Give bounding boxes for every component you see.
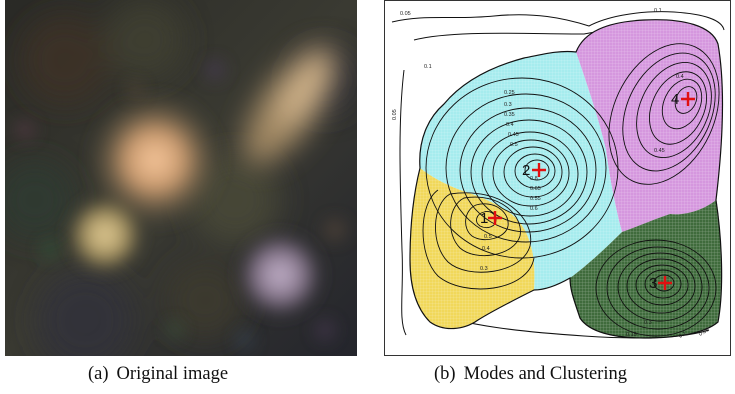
contour-label: 0.4 [676, 74, 684, 80]
contour-label: 0.65 [530, 186, 541, 192]
caption-a-text: Original image [117, 364, 228, 384]
mode-4-label: 4 [671, 91, 679, 108]
contour-label: 0.05 [400, 11, 411, 17]
contour-label: 0.8 [530, 176, 538, 182]
contour-label: 0.3 [480, 266, 488, 272]
contour-label: 0.45 [654, 148, 665, 154]
contour-label: 0.25 [504, 90, 515, 96]
mode-1-label: 1 [480, 210, 488, 227]
contour-label: 0.5 [484, 234, 492, 240]
modes-clustering-panel: 0.05 0.1 0.05 0.1 0.25 0.3 0.35 0.4 0.45… [384, 0, 731, 356]
contour-plot: 0.05 0.1 0.05 0.1 0.25 0.3 0.35 0.4 0.45… [384, 0, 731, 356]
contour-label: 0.55 [530, 196, 541, 202]
original-image-panel [5, 0, 357, 356]
caption-b-text: Modes and Clustering [464, 364, 627, 384]
mode-2-label: 2 [522, 162, 530, 179]
original-image [5, 0, 357, 356]
caption-b-label: (b) [434, 364, 456, 384]
contour-label: 0.6 [530, 206, 538, 212]
contour-label: 0.1 [424, 64, 432, 70]
contour-label: 0.4 [482, 246, 490, 252]
mode-3-label: 3 [649, 275, 657, 292]
contour-label: 0.4 [506, 122, 514, 128]
contour-label: 0.15 [626, 332, 637, 338]
contour-label: 0.35 [504, 112, 515, 118]
contour-label: 0.5 [510, 142, 518, 148]
contour-label: 0.3 [504, 102, 512, 108]
contour-label: 0.1 [654, 8, 662, 14]
contour-label: 0.05 [392, 109, 398, 120]
caption-b: (b) Modes and Clustering [434, 364, 627, 385]
contour-label: 0.3 [644, 320, 652, 326]
caption-a: (a) Original image [88, 364, 228, 385]
caption-a-label: (a) [88, 364, 109, 384]
contour-label: 0.45 [508, 132, 519, 138]
